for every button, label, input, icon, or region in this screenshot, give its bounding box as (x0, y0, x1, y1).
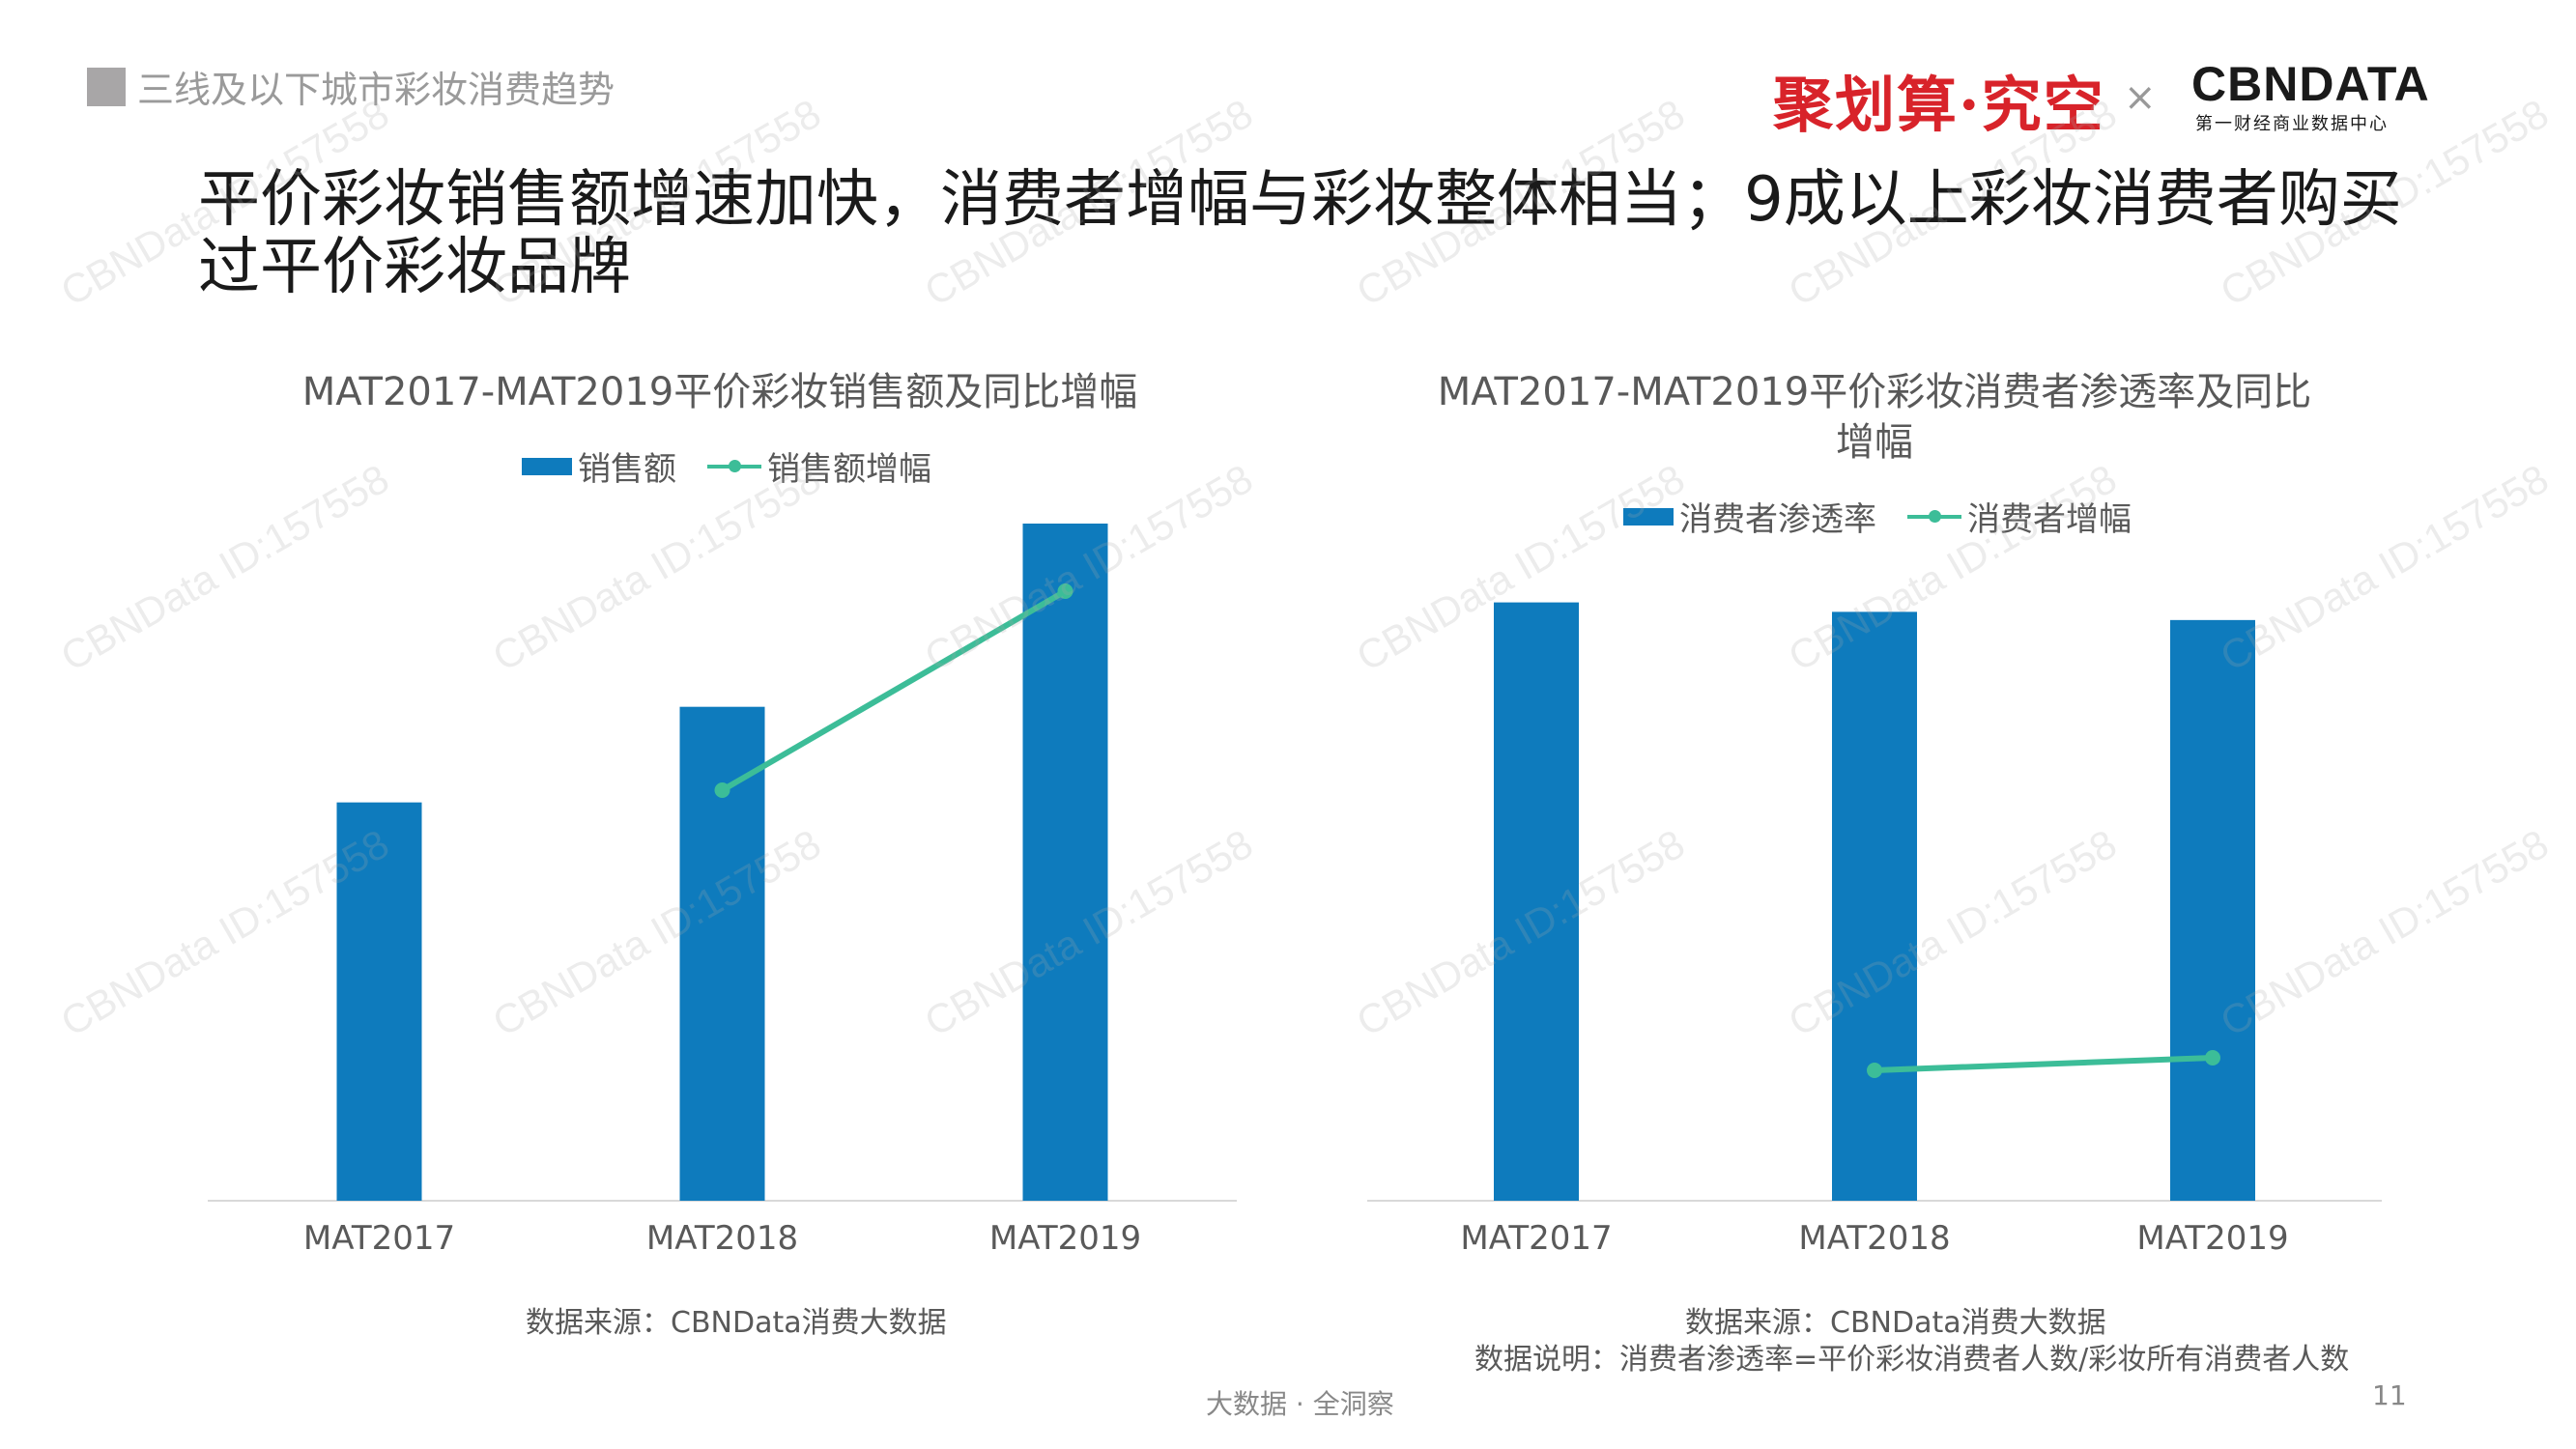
x-tick-label: MAT2017 (303, 1219, 455, 1258)
growth-point-mat2018 (1867, 1063, 1882, 1078)
bar-mat2019 (1022, 524, 1108, 1201)
growth-point-mat2019 (1057, 583, 1073, 599)
x-tick-label: MAT2017 (1460, 1219, 1612, 1258)
legend-line-swatch (707, 459, 761, 472)
chart2-source: 数据来源：CBNData消费大数据 (1685, 1306, 2106, 1340)
chart2-legend: 消费者渗透率 消费者增幅 (1623, 493, 2132, 540)
page-number: 11 (2372, 1379, 2407, 1411)
chart2-note: 数据说明：消费者渗透率=平价彩妆消费者人数/彩妆所有消费者人数 (1474, 1343, 2350, 1377)
x-tick-label: MAT2019 (989, 1219, 1141, 1258)
growth-point-mat2018 (714, 782, 730, 798)
legend-label-sales: 销售额 (578, 450, 676, 489)
chart1-source: 数据来源：CBNData消费大数据 (526, 1306, 947, 1340)
chart1-title: MAT2017-MAT2019平价彩妆销售额及同比增幅 (301, 370, 1138, 414)
juhuasuan-logo: 聚划算·究空 (1773, 70, 2105, 140)
legend-label-penetration: 消费者渗透率 (1679, 500, 1876, 539)
growth-point-mat2019 (2205, 1050, 2220, 1065)
legend-label-sales-growth: 销售额增幅 (767, 450, 931, 489)
cbndata-logo: CBNDATA (2191, 57, 2430, 111)
bar-mat2018 (1832, 611, 1917, 1201)
section-marker (87, 68, 126, 106)
legend-bar-swatch (1623, 507, 1674, 526)
bar-mat2019 (2170, 619, 2255, 1201)
x-tick-label: MAT2019 (2136, 1219, 2288, 1258)
page-headline: 平价彩妆销售额增速加快，消费者增幅与彩妆整体相当；9成以上彩妆消费者购买过平价彩… (198, 164, 2402, 303)
bar-mat2017 (1494, 602, 1579, 1201)
legend-line-swatch (1907, 509, 1961, 523)
chart2-title: MAT2017-MAT2019平价彩妆消费者渗透率及同比增幅 (1437, 370, 2312, 465)
times-icon: × (2124, 75, 2157, 120)
footer-tagline: 大数据 · 全洞察 (1206, 1388, 1394, 1420)
legend-bar-swatch (522, 457, 572, 475)
section-title: 三线及以下城市彩妆消费趋势 (137, 69, 615, 111)
cbndata-subtitle: 第一财经商业数据中心 (2195, 114, 2389, 134)
x-tick-label: MAT2018 (646, 1219, 798, 1258)
bar-mat2017 (336, 802, 422, 1201)
growth-line (720, 588, 1068, 793)
growth-line (1874, 1055, 2214, 1073)
chart1-legend: 销售额 销售额增幅 (522, 442, 931, 490)
x-tick-label: MAT2018 (1798, 1219, 1950, 1258)
legend-label-consumer-growth: 消费者增幅 (1967, 500, 2132, 539)
